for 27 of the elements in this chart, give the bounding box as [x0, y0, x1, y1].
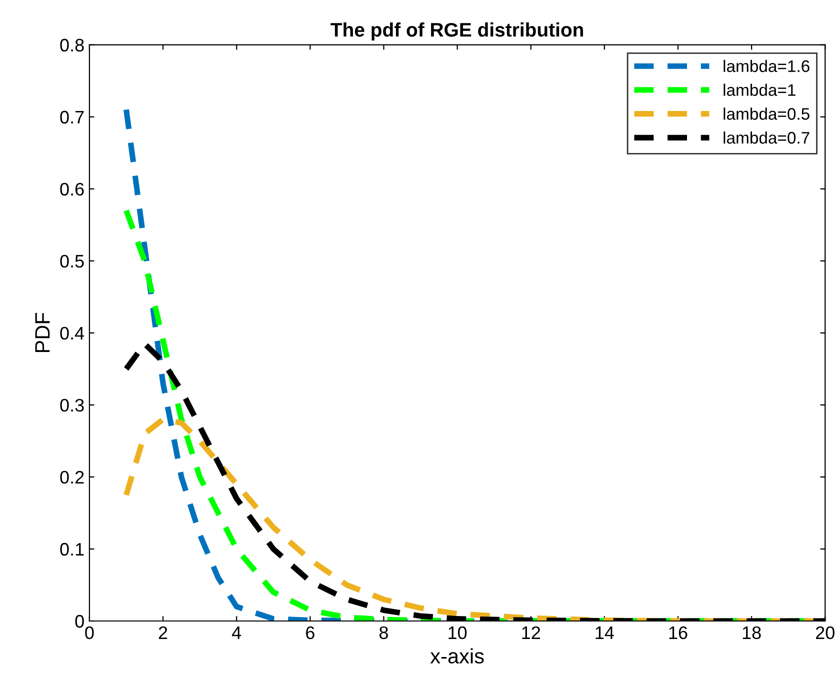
legend-label: lambda=0.7	[724, 131, 810, 144]
y-tick-label: 0	[75, 614, 84, 628]
y-tick-label: 0.6	[60, 182, 84, 196]
legend-label: lambda=1.6	[724, 60, 810, 72]
y-axis-title: PDF	[35, 312, 50, 352]
x-tick-label: 10	[448, 626, 467, 640]
x-tick-label: 4	[232, 626, 242, 639]
x-tick-label: 8	[379, 626, 388, 640]
x-axis-title: x-axis	[430, 648, 484, 664]
x-tick-label: 0	[85, 626, 94, 640]
y-tick-label: 0.2	[60, 470, 84, 484]
x-tick-label: 12	[522, 626, 540, 639]
y-tick-label: 0.7	[60, 110, 84, 124]
legend-label: lambda=1	[724, 84, 796, 96]
x-tick-label: 20	[816, 626, 834, 640]
y-tick-label: 0.1	[60, 542, 84, 556]
x-tick-label: 6	[306, 626, 314, 640]
legend-label: lambda=0.5	[724, 108, 810, 120]
y-tick-label: 0.3	[60, 398, 84, 412]
x-tick-label: 18	[742, 626, 761, 640]
x-tick-label: 14	[596, 626, 614, 639]
x-tick-label: 2	[158, 626, 168, 639]
y-tick-label: 0.4	[60, 326, 84, 340]
y-tick-label: 0.8	[60, 38, 84, 52]
chart-title: The pdf of RGE distribution	[330, 22, 584, 41]
x-tick-label: 16	[669, 626, 688, 640]
y-tick-label: 0.5	[60, 254, 84, 268]
